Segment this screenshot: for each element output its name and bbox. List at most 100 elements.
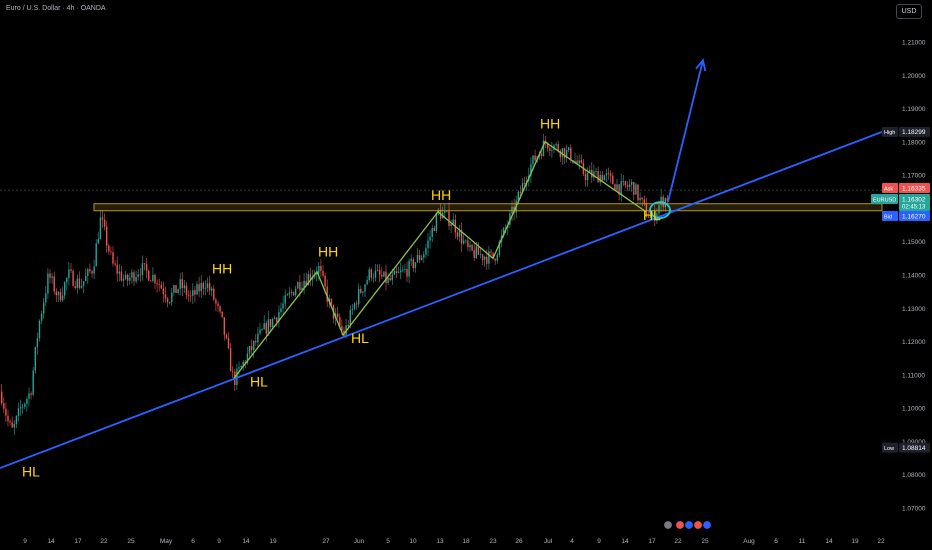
swing-label: HL: [22, 463, 40, 479]
candle-body: [309, 274, 312, 280]
price-tags: High 1.18299 Ask 1.16335 EURUSD 1.16302 02:45:…: [871, 126, 930, 453]
candle-body: [318, 266, 320, 274]
candle-body: [219, 306, 221, 312]
event-icons[interactable]: [663, 520, 712, 530]
candle-body: [532, 155, 534, 165]
candle-body: [534, 155, 536, 161]
candle-body: [263, 323, 265, 330]
candle-body: [452, 219, 454, 224]
candle-body: [355, 303, 358, 305]
candle-body: [164, 294, 167, 299]
candle-body: [250, 346, 253, 351]
candle-body: [477, 246, 480, 255]
candle-body: [360, 288, 362, 293]
candle-body: [177, 289, 179, 293]
swing-label: HH: [540, 116, 560, 132]
candle-body: [271, 318, 274, 327]
time-axis[interactable]: 9 14 17 22 25 May 6 9 14 19 27 Jun 5 10 13 18 23 26 Jul 4 9 1…: [23, 538, 885, 545]
candle-body: [43, 302, 45, 314]
candle-body: [574, 160, 576, 163]
candle-body: [129, 277, 131, 281]
candle-body: [22, 406, 24, 408]
price-axis[interactable]: 1.07000 1.08000 1.09000 1.10000 1.11000 1.120…: [902, 40, 926, 513]
highlight-circle: [649, 201, 671, 219]
zigzag-line: [233, 140, 647, 379]
price-tick-label: 1.20000: [902, 73, 926, 80]
candle-body: [479, 254, 482, 256]
tag-label: High: [884, 130, 895, 136]
candle-body: [206, 283, 209, 288]
candle-body: [15, 416, 18, 425]
price-tag: High 1.18299: [882, 126, 930, 137]
candle-body: [82, 281, 85, 286]
time-tick-label: 9: [23, 538, 27, 545]
candle-body: [103, 219, 106, 227]
trendline: [0, 131, 883, 469]
candle-body: [605, 173, 608, 176]
candle-body: [561, 148, 564, 157]
candle-body: [366, 279, 368, 285]
candle-body: [3, 403, 5, 409]
price-tick-label: 1.21000: [902, 40, 926, 47]
candle-body: [620, 181, 622, 195]
candle-body: [145, 263, 148, 271]
candle-body: [28, 393, 30, 399]
candle-body: [255, 341, 257, 343]
candle-body: [481, 254, 484, 260]
candle-body: [601, 174, 603, 181]
candle-body: [5, 408, 7, 416]
support-zone: [93, 203, 883, 212]
candle-body: [284, 295, 286, 304]
candle-body: [59, 291, 62, 301]
candle-body: [463, 240, 465, 244]
candle-body: [162, 288, 165, 295]
candle-body: [612, 175, 614, 185]
candle-body: [280, 308, 282, 313]
candle-body: [257, 333, 259, 343]
swing-label: HL: [250, 374, 268, 390]
time-tick-label: 26: [515, 538, 523, 545]
candle-body: [494, 258, 496, 261]
candle-body: [421, 257, 423, 260]
candle-body: [108, 245, 110, 252]
candle-body: [433, 228, 435, 232]
candle-body: [133, 272, 135, 282]
candle-body: [204, 287, 207, 289]
candle-body: [225, 334, 228, 339]
candle-body: [196, 284, 198, 295]
candle-body: [208, 283, 211, 291]
swing-label: HH: [318, 244, 338, 260]
candle-body: [660, 196, 662, 206]
tag-value-box: [899, 126, 930, 137]
time-tick-label: 14: [825, 538, 833, 545]
candle-body: [45, 293, 47, 303]
candle-body: [341, 325, 343, 331]
candle-body: [181, 279, 183, 289]
currency-button[interactable]: USD: [896, 4, 922, 19]
candle-body: [626, 185, 629, 187]
candle-body: [576, 160, 578, 164]
time-tick-label: 4: [570, 538, 574, 545]
time-tick-label: 9: [217, 538, 221, 545]
candle-body: [584, 173, 587, 181]
candle-body: [521, 183, 524, 193]
candle-body: [278, 312, 280, 322]
candle-body: [607, 173, 610, 175]
candle-body: [242, 361, 244, 366]
candle-body: [635, 184, 637, 195]
tag-label: EURUSD: [873, 197, 896, 203]
candle-body: [158, 284, 160, 286]
candle-body: [110, 251, 112, 253]
candle-body: [118, 271, 120, 274]
candle-body: [475, 246, 477, 258]
time-tick-label: 17: [74, 538, 82, 545]
annotations: HL HH HL HH HL HH HH HL: [22, 116, 661, 480]
candle-body: [540, 153, 543, 156]
candle-body: [9, 421, 11, 423]
swing-label: HH: [212, 260, 232, 276]
candle-body: [450, 223, 452, 227]
candle-body: [34, 347, 36, 371]
candle-body: [57, 291, 60, 296]
candle-body: [74, 285, 76, 288]
